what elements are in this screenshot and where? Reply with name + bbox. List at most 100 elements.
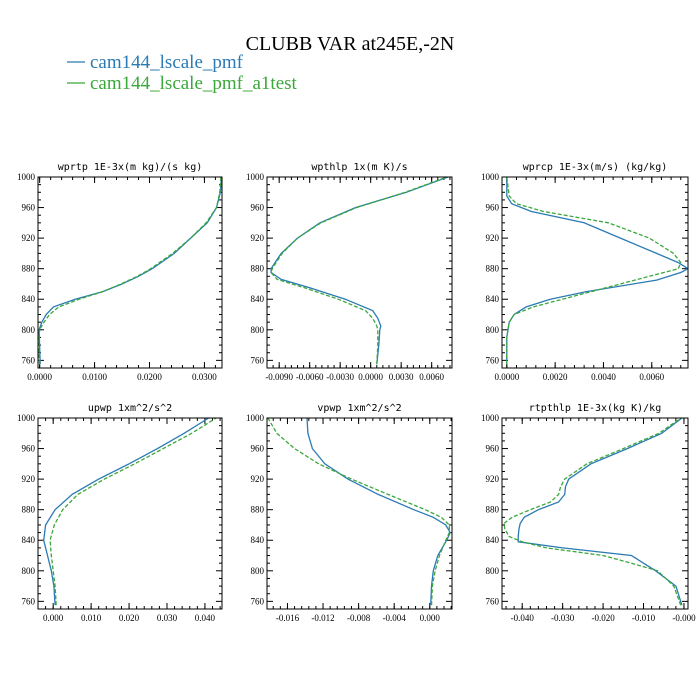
y-tick-label: 960 [486, 203, 500, 213]
y-tick-label: 920 [251, 233, 265, 243]
x-tick-label: 0.0300 [192, 372, 217, 382]
y-tick-label: 800 [486, 325, 500, 335]
series-line-2 [49, 418, 217, 606]
x-tick-label: 0.0000 [494, 372, 519, 382]
x-tick-label: -0.020 [591, 613, 615, 623]
plot-frame [266, 176, 453, 369]
legend: cam144_lscale_pmf cam144_lscale_pmf_a1te… [67, 52, 298, 94]
x-tick-label: 0.030 [157, 613, 178, 623]
panel-title: vpwp 1xm^2/s^2 [317, 403, 401, 414]
y-tick-label: 1000 [481, 413, 500, 423]
y-tick-label: 840 [486, 294, 500, 304]
y-tick-label: 960 [251, 444, 265, 454]
x-tick-label: 0.0030 [389, 372, 414, 382]
plot-frame [37, 176, 223, 369]
y-tick-label: 840 [486, 535, 500, 545]
y-tick-label: 1000 [246, 413, 265, 423]
x-tick-label: 0.0200 [137, 372, 162, 382]
x-tick-label: 0.010 [81, 613, 102, 623]
y-tick-label: 880 [486, 264, 500, 274]
x-tick-label: 0.0000 [358, 372, 383, 382]
panel-4: upwp 1xm^2/s^2 760 800 840 880 920 960 1000 0.00… [17, 403, 223, 623]
y-tick-label: 760 [486, 596, 500, 606]
panel-title: wprcp 1E-3x(m/s) (kg/kg) [523, 162, 668, 173]
panel-5: vpwp 1xm^2/s^2 760 800 840 880 920 960 1000 -0.0… [246, 403, 453, 623]
y-tick-label: 960 [22, 444, 36, 454]
x-tick-label: -0.0030 [326, 372, 354, 382]
panel-title: rtpthlp 1E-3x(kg K)/kg [529, 403, 661, 414]
y-tick-label: 1000 [17, 172, 36, 182]
panel-title: upwp 1xm^2/s^2 [88, 403, 172, 414]
y-tick-label: 920 [251, 474, 265, 484]
y-tick-label: 1000 [481, 172, 500, 182]
y-tick-label: 1000 [17, 413, 36, 423]
y-tick-label: 880 [486, 505, 500, 515]
y-tick-label: 960 [22, 203, 36, 213]
series-line-2 [267, 418, 450, 606]
y-tick-label: 880 [22, 505, 36, 515]
x-tick-label: -0.0060 [296, 372, 324, 382]
y-tick-label: 880 [22, 264, 36, 274]
plot-frame [501, 417, 689, 610]
panel-title: wpthlp 1x(m K)/s [311, 162, 407, 173]
legend-label-series-1: cam144_lscale_pmf [90, 52, 244, 73]
y-tick-label: 800 [251, 325, 265, 335]
x-tick-label: -0.012 [311, 613, 334, 623]
x-tick-label: -0.004 [383, 613, 407, 623]
x-tick-label: -0.010 [632, 613, 656, 623]
x-tick-label: 0.0060 [419, 372, 444, 382]
x-tick-label: 0.000 [43, 613, 64, 623]
x-tick-label: 0.0000 [27, 372, 52, 382]
series-line-2 [503, 418, 682, 606]
series-line-1 [306, 418, 451, 606]
y-tick-label: 920 [486, 233, 500, 243]
y-tick-label: 880 [251, 505, 265, 515]
y-tick-label: 760 [251, 355, 265, 365]
y-tick-label: 760 [22, 355, 36, 365]
series-line-1 [270, 177, 449, 365]
y-tick-label: 760 [251, 596, 265, 606]
plot-frame [266, 417, 453, 610]
legend-label-series-2: cam144_lscale_pmf_a1test [90, 73, 298, 94]
x-tick-label: 0.020 [119, 613, 140, 623]
plot-frame [37, 417, 223, 610]
plot-frame [501, 176, 689, 369]
panel-1: wprtp 1E-3x(m kg)/(s kg) 760 800 840 880 920 9… [17, 162, 223, 382]
y-tick-label: 800 [22, 566, 36, 576]
x-tick-label: -0.008 [347, 613, 371, 623]
panel-title: wprtp 1E-3x(m kg)/(s kg) [58, 162, 203, 173]
series-line-1 [38, 177, 222, 365]
x-tick-label: 0.0020 [543, 372, 568, 382]
x-tick-label: 0.0040 [591, 372, 616, 382]
y-tick-label: 840 [251, 294, 265, 304]
y-tick-label: 960 [251, 203, 265, 213]
x-tick-label: -0.0090 [265, 372, 293, 382]
series-line-2 [38, 177, 222, 365]
series-line-1 [506, 177, 688, 365]
panel-3: wprcp 1E-3x(m/s) (kg/kg) 760 800 840 880 920 9… [481, 162, 689, 382]
y-tick-label: 840 [22, 294, 36, 304]
x-tick-label: -0.030 [551, 613, 575, 623]
y-tick-label: 800 [486, 566, 500, 576]
y-tick-label: 840 [251, 535, 265, 545]
panel-2: wpthlp 1x(m K)/s 760 800 840 880 920 960 1000 -0… [246, 162, 453, 382]
series-line-1 [517, 418, 683, 606]
y-tick-label: 960 [486, 444, 500, 454]
x-tick-label: -0.000 [672, 613, 696, 623]
panel-grid: wprtp 1E-3x(m kg)/(s kg) 760 800 840 880 920 9… [17, 162, 696, 623]
x-tick-label: -0.040 [511, 613, 535, 623]
y-tick-label: 840 [22, 535, 36, 545]
y-tick-label: 920 [22, 474, 36, 484]
y-tick-label: 760 [22, 596, 36, 606]
x-tick-label: 0.0060 [639, 372, 664, 382]
y-tick-label: 800 [251, 566, 265, 576]
y-tick-label: 920 [22, 233, 36, 243]
series-line-2 [270, 177, 448, 365]
x-tick-label: 0.000 [420, 613, 441, 623]
y-tick-label: 1000 [246, 172, 265, 182]
x-tick-label: -0.016 [276, 613, 300, 623]
y-tick-label: 920 [486, 474, 500, 484]
series-line-1 [43, 418, 210, 606]
x-tick-label: 0.040 [195, 613, 216, 623]
